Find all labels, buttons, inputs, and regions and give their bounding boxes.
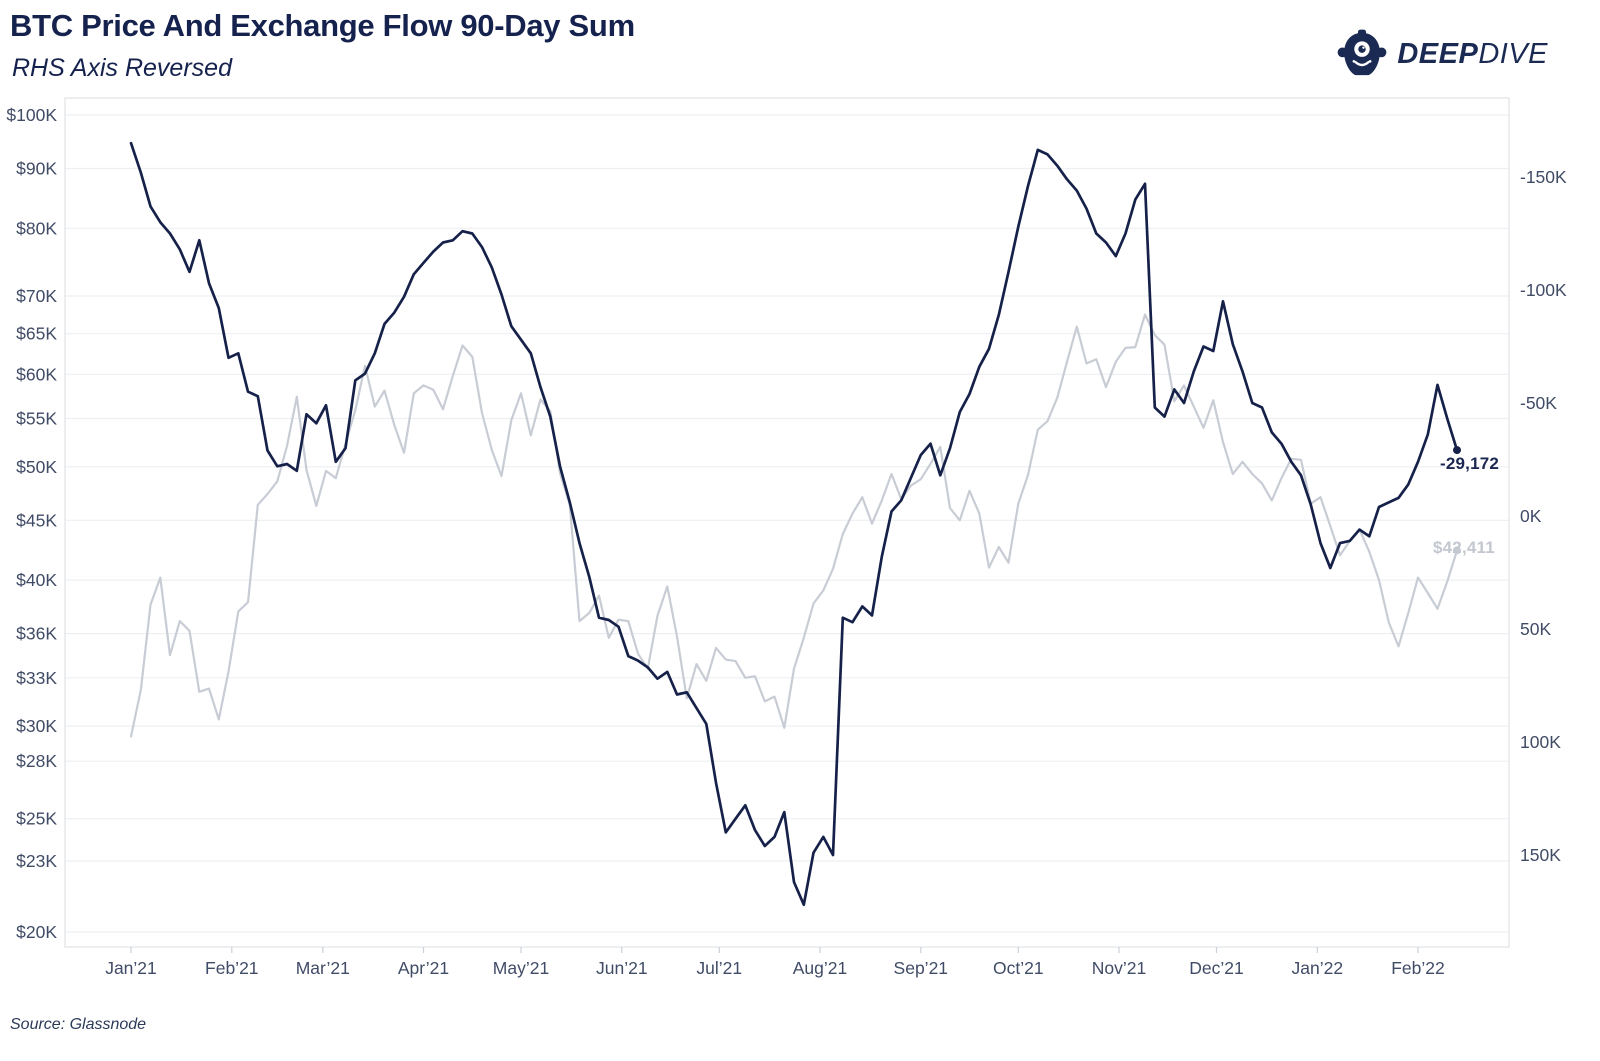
diver-helmet-icon <box>1336 28 1388 80</box>
y-axis-left-tick-label: $70K <box>16 286 57 306</box>
y-axis-right-tick-label: 150K <box>1520 845 1561 865</box>
brand-logo: DEEPDIVE <box>1336 28 1548 80</box>
x-axis-tick-label: Jan’22 <box>1292 958 1344 978</box>
y-axis-left-tick-label: $23K <box>16 851 57 871</box>
x-axis-tick-label: May’21 <box>493 958 549 978</box>
brand-name-bold: DEEP <box>1397 37 1479 70</box>
y-axis-left-tick-label: $55K <box>16 409 57 429</box>
x-axis-tick-label: Sep’21 <box>894 958 949 978</box>
y-axis-left-tick-label: $33K <box>16 668 57 688</box>
x-axis-tick-label: Oct’21 <box>993 958 1044 978</box>
y-axis-left-tick-label: $20K <box>16 922 57 942</box>
x-axis-tick-label: Apr’21 <box>398 958 449 978</box>
y-axis-right-tick-label: -100K <box>1520 280 1567 300</box>
x-axis-tick-label: Mar’21 <box>296 958 350 978</box>
y-axis-right-tick-label: 0K <box>1520 506 1542 526</box>
y-axis-right-tick-label: -150K <box>1520 167 1567 187</box>
x-axis-tick-label: Dec’21 <box>1189 958 1243 978</box>
series-end-dot-btc-price <box>1453 546 1461 555</box>
x-axis-tick-label: Nov’21 <box>1092 958 1146 978</box>
y-axis-left-tick-label: $50K <box>16 457 57 477</box>
y-axis-left-tick-label: $28K <box>16 751 57 771</box>
page-title: BTC Price And Exchange Flow 90-Day Sum <box>10 8 635 43</box>
x-axis-tick-label: Jun’21 <box>596 958 648 978</box>
price-end-label: $42,411 <box>1433 538 1495 557</box>
series-line-btc-price <box>129 313 1459 738</box>
y-axis-left-tick-label: $30K <box>16 716 57 736</box>
chart-plot: $100K $90K $80K $70K $65K $60K $55K $50K $45K $40… <box>6 97 1567 978</box>
x-axis-tick-label: Feb’21 <box>205 958 259 978</box>
y-axis-right-tick-label: 100K <box>1520 732 1561 752</box>
y-axis-left-tick-label: $60K <box>16 364 57 384</box>
y-axis-left-tick-label: $25K <box>16 809 57 829</box>
y-axis-left-tick-label: $100K <box>6 105 57 125</box>
y-axis-left-tick-label: $65K <box>16 324 57 344</box>
y-axis-right-tick-label: 50K <box>1520 619 1551 639</box>
flow-end-label: -29,172 <box>1440 454 1500 473</box>
x-axis-tick-label: Jul’21 <box>696 958 742 978</box>
y-axis-left-tick-label: $36K <box>16 624 57 644</box>
source-note: Source: Glassnode <box>10 1016 147 1033</box>
series-line-exchange-flow <box>129 141 1459 907</box>
series-end-dot-exchange-flow <box>1453 446 1461 455</box>
x-axis-tick-label: Feb’22 <box>1391 958 1445 978</box>
plot-border <box>64 97 1510 948</box>
page-subtitle: RHS Axis Reversed <box>12 54 232 82</box>
x-axis-tick-label: Jan’21 <box>105 958 157 978</box>
y-axis-left-tick-label: $40K <box>16 570 57 590</box>
y-axis-left-tick-label: $80K <box>16 218 57 238</box>
brand-name-light: DIVE <box>1478 37 1548 70</box>
y-axis-left-tick-label: $90K <box>16 159 57 179</box>
y-axis-right-tick-label: -50K <box>1520 393 1557 413</box>
y-axis-left-tick-label: $45K <box>16 510 57 530</box>
brand-name: DEEPDIVE <box>1397 38 1548 71</box>
x-axis-tick-label: Aug’21 <box>793 958 848 978</box>
